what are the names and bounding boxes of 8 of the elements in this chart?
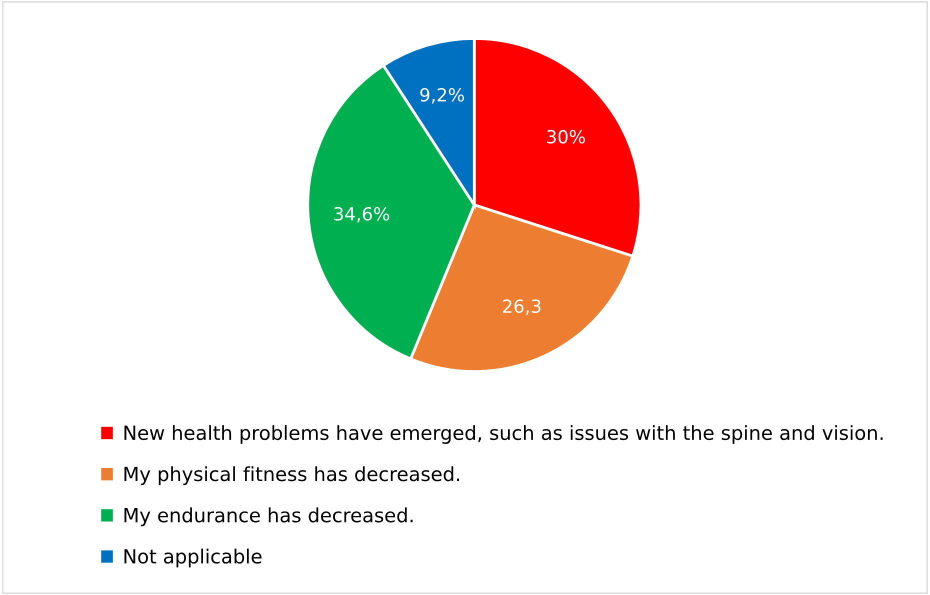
legend-label: My physical fitness has decreased. bbox=[124, 466, 460, 486]
data-label: 30% bbox=[547, 130, 585, 144]
data-label: 26,3 bbox=[503, 299, 540, 315]
data-label: 9,2% bbox=[420, 88, 464, 104]
legend-label: New health problems have emerged, such as issues with the spine and vision. bbox=[124, 425, 883, 444]
legend-label: Not applicable bbox=[124, 548, 262, 568]
legend-label: My endurance has decreased. bbox=[124, 507, 413, 526]
data-label: 34,6% bbox=[334, 207, 390, 223]
